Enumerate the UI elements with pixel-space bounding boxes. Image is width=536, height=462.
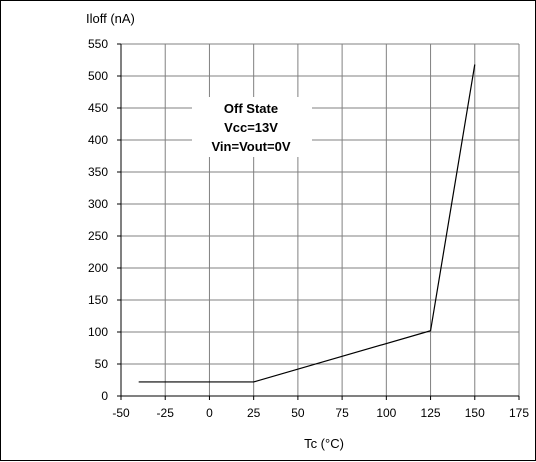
annotation-background xyxy=(192,97,312,157)
x-tick-label: 0 xyxy=(206,406,213,420)
y-axis-label: Iloff (nA) xyxy=(86,11,135,26)
y-tick-label: 550 xyxy=(88,37,108,51)
y-tick-label: 0 xyxy=(101,389,108,403)
y-tick-label: 350 xyxy=(88,165,108,179)
y-tick-label: 250 xyxy=(88,229,108,243)
x-tick-label: 50 xyxy=(291,406,305,420)
y-tick-label: 100 xyxy=(88,325,108,339)
x-tick-label: -50 xyxy=(112,406,130,420)
x-tick-label: 75 xyxy=(335,406,349,420)
series-line xyxy=(138,64,476,383)
y-tick-label: 50 xyxy=(95,357,109,371)
x-tick-label: 150 xyxy=(465,406,485,420)
y-tick-label: 200 xyxy=(88,261,108,275)
y-tick-label: 500 xyxy=(88,69,108,83)
x-tick-label: 100 xyxy=(376,406,396,420)
x-tick-label: 25 xyxy=(247,406,261,420)
annotation-line: Vcc=13V xyxy=(224,120,278,135)
annotation-line: Off State xyxy=(224,101,278,116)
annotation-box: Off State Vcc=13V Vin=Vout=0V xyxy=(192,97,312,157)
y-tick-label: 300 xyxy=(88,197,108,211)
x-axis-label: Tc (°C) xyxy=(304,436,344,451)
y-tick-label: 150 xyxy=(88,293,108,307)
series-layer xyxy=(138,64,476,383)
y-tick-label: 400 xyxy=(88,133,108,147)
x-tick-label: -25 xyxy=(157,406,175,420)
x-tick-label: 175 xyxy=(509,406,529,420)
tick-labels: -50 -25 0 25 50 75 100 125 150 175 0 50 100 150 200 250… xyxy=(88,37,529,420)
annotation-line: Vin=Vout=0V xyxy=(212,139,291,154)
y-tick-label: 450 xyxy=(88,101,108,115)
x-tick-label: 125 xyxy=(421,406,441,420)
grid xyxy=(117,43,520,400)
